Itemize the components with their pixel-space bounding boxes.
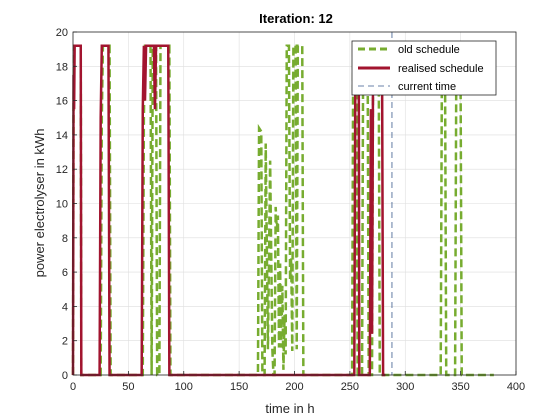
x-tick-label: 50: [122, 381, 134, 393]
x-tick-label: 300: [396, 381, 414, 393]
x-tick-label: 200: [285, 381, 303, 393]
x-tick-label: 100: [175, 381, 193, 393]
y-tick-label: 16: [56, 96, 68, 108]
ticks: 0 50 100 150 200 250 300 350 400 0 2 4 6 8 10 12 14 16 18 2…: [56, 27, 525, 393]
y-tick-label: 18: [56, 61, 68, 73]
legend-label-realised-schedule: realised schedule: [398, 63, 484, 75]
y-tick-label: 0: [62, 370, 68, 382]
y-tick-label: 14: [56, 130, 68, 142]
x-tick-label: 350: [451, 381, 469, 393]
chart-title: Iteration: 12: [259, 11, 333, 26]
x-tick-label: 400: [507, 381, 525, 393]
y-tick-label: 6: [62, 267, 68, 279]
x-tick-label: 250: [341, 381, 359, 393]
y-tick-label: 4: [62, 301, 68, 313]
y-tick-label: 2: [62, 336, 68, 348]
y-tick-label: 12: [56, 164, 68, 176]
x-tick-label: 0: [70, 381, 76, 393]
legend-label-old-schedule: old schedule: [398, 44, 460, 56]
y-tick-label: 8: [62, 233, 68, 245]
y-tick-label: 10: [56, 199, 68, 211]
y-tick-label: 20: [56, 27, 68, 39]
x-tick-label: 150: [230, 381, 248, 393]
legend: old schedule realised schedule current t…: [351, 40, 497, 96]
x-axis-label: time in h: [265, 401, 314, 416]
y-axis-label: power electrolyser in kWh: [32, 129, 47, 278]
legend-label-current-time: current time: [398, 81, 456, 93]
